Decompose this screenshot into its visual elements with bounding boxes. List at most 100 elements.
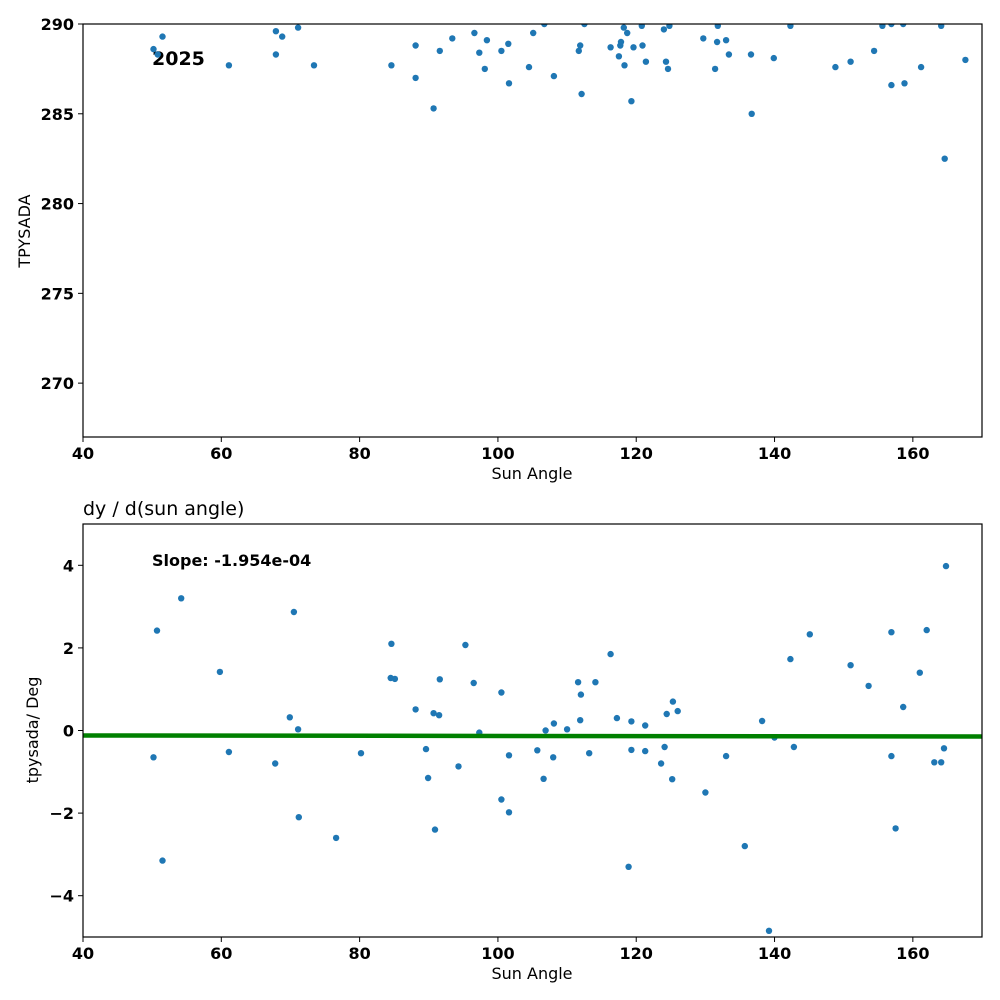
year-annotation: 2025 <box>152 48 205 70</box>
top-data-point <box>662 58 670 65</box>
bottom-x-tick-label: 60 <box>210 944 232 963</box>
bottom-panel: dy / d(sun angle) Slope: -1.954e-04 Sun … <box>23 498 983 983</box>
top-data-point <box>430 105 437 112</box>
bottom-data-point <box>563 726 571 733</box>
top-data-point <box>713 38 721 46</box>
top-data-point <box>154 51 161 58</box>
top-data-point <box>642 58 650 65</box>
top-data-point <box>272 28 280 35</box>
bottom-axes-frame <box>82 523 983 938</box>
bottom-data-point <box>892 825 899 832</box>
bottom-data-point <box>272 760 279 767</box>
bottom-x-axis-label: Sun Angle <box>491 964 572 983</box>
bottom-data-point <box>607 650 614 658</box>
top-data-point <box>412 74 419 82</box>
bottom-data-point <box>574 679 582 686</box>
bottom-y-tick-label: −2 <box>49 804 74 823</box>
bottom-data-point <box>540 775 547 782</box>
bottom-data-point <box>586 750 593 757</box>
bottom-data-point <box>642 747 649 755</box>
bottom-x-tick-label: 120 <box>620 944 653 963</box>
top-x-tick-label: 60 <box>210 444 232 463</box>
bottom-data-point <box>888 752 895 760</box>
bottom-y-axis-label: tpysada/ Deg <box>23 677 42 784</box>
bottom-data-point <box>888 629 895 636</box>
top-x-tick-label: 140 <box>758 444 791 463</box>
top-data-point <box>722 37 730 44</box>
bottom-data-point <box>498 689 505 696</box>
bottom-data-point <box>669 698 677 705</box>
bottom-data-point <box>286 714 293 721</box>
top-data-point <box>279 33 286 40</box>
top-data-point <box>711 65 719 73</box>
top-data-point <box>471 29 478 37</box>
top-data-point <box>666 24 673 29</box>
bottom-data-point <box>790 743 798 751</box>
top-data-point <box>628 98 635 105</box>
bottom-data-point <box>455 763 462 770</box>
bottom-data-point <box>916 669 923 676</box>
top-data-point <box>505 80 513 87</box>
top-data-point <box>638 24 645 29</box>
top-data-point <box>577 42 584 49</box>
top-y-axis-label: TPYSADA <box>15 194 34 268</box>
bottom-data-point <box>290 608 298 616</box>
top-data-point <box>310 62 318 69</box>
bottom-data-point <box>391 675 399 683</box>
bottom-x-tick-label: 40 <box>72 944 94 963</box>
bottom-data-point <box>422 745 430 753</box>
top-x-tick-label: 40 <box>72 444 94 463</box>
bottom-y-tick-label: −4 <box>49 887 74 906</box>
top-data-point <box>272 51 280 58</box>
bottom-x-tick-label: 80 <box>348 944 370 963</box>
top-y-tick-label: 270 <box>41 374 74 393</box>
bottom-data-point <box>424 774 432 782</box>
top-data-point <box>888 81 895 89</box>
top-plot-area <box>150 24 969 162</box>
bottom-x-tick-label: 160 <box>896 944 929 963</box>
top-data-point <box>541 24 548 28</box>
bottom-data-point <box>436 676 443 683</box>
top-data-point <box>615 53 623 60</box>
bottom-data-point <box>357 750 365 757</box>
bottom-data-point <box>225 748 233 756</box>
top-data-point <box>917 63 925 71</box>
top-data-point <box>900 24 907 28</box>
top-data-point <box>581 24 588 28</box>
bottom-y-tick-label: 0 <box>63 722 74 741</box>
top-x-tick-label: 80 <box>348 444 370 463</box>
bottom-data-point <box>388 640 395 647</box>
bottom-data-point <box>577 717 584 724</box>
bottom-data-point <box>741 842 748 850</box>
top-data-point <box>770 54 777 62</box>
bottom-data-point <box>592 679 599 686</box>
bottom-data-point <box>847 662 854 669</box>
top-y-tick-label: 275 <box>41 284 74 303</box>
bottom-data-point <box>865 682 872 690</box>
bottom-data-point <box>153 627 161 634</box>
top-data-point <box>578 90 585 98</box>
top-axes-frame <box>82 23 983 438</box>
top-data-point <box>787 24 794 29</box>
top-data-point <box>505 40 512 47</box>
bottom-data-point <box>625 863 632 870</box>
top-data-point <box>832 63 839 71</box>
top-data-point <box>436 47 443 55</box>
top-data-point <box>962 56 969 64</box>
top-data-point <box>575 47 582 55</box>
bottom-data-point <box>216 668 224 676</box>
top-data-point <box>630 44 637 51</box>
bottom-data-point <box>294 726 302 733</box>
top-data-point <box>639 42 646 49</box>
top-data-point <box>607 44 614 51</box>
bottom-data-point <box>787 655 794 663</box>
bottom-data-point <box>613 714 621 722</box>
top-data-point <box>700 35 707 42</box>
bottom-data-point <box>661 743 668 751</box>
top-data-point <box>483 37 491 44</box>
bottom-data-point <box>505 752 513 759</box>
bottom-data-point <box>505 809 513 816</box>
top-x-tick-label: 100 <box>481 444 514 463</box>
bottom-data-point <box>498 796 505 803</box>
